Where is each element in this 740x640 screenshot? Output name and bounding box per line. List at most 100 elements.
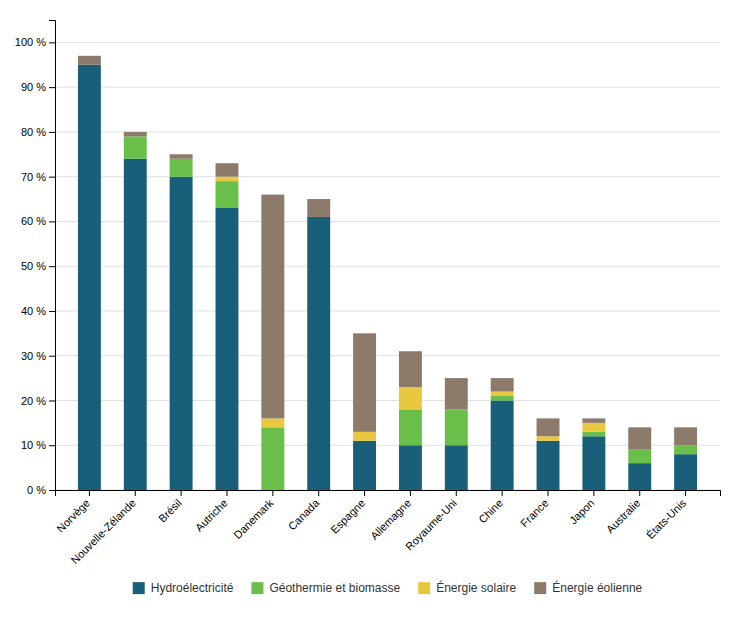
bar-series xyxy=(216,177,606,441)
bar xyxy=(399,387,422,409)
bar xyxy=(261,427,284,490)
bar xyxy=(445,445,468,490)
x-tick-label: Australie xyxy=(604,497,643,536)
bar xyxy=(399,445,422,490)
bar xyxy=(124,136,147,158)
y-tick-mark xyxy=(49,221,55,222)
grid-line xyxy=(55,355,720,356)
y-tick: 0 % xyxy=(27,484,55,496)
bar xyxy=(124,159,147,490)
x-tick: Chine xyxy=(476,490,505,525)
x-tick: États-Unis xyxy=(644,490,689,541)
bar xyxy=(353,432,376,441)
y-tick: 30 % xyxy=(21,350,55,362)
y-tick-mark xyxy=(49,177,55,178)
y-tick: 60 % xyxy=(21,215,55,227)
y-tick-mark xyxy=(49,266,55,267)
x-tick-mark xyxy=(639,490,640,496)
legend-swatch xyxy=(133,582,145,594)
grid xyxy=(55,42,720,490)
x-tick-label: France xyxy=(518,497,551,530)
x-tick-mark xyxy=(410,490,411,496)
y-tick-mark xyxy=(49,400,55,401)
bar xyxy=(307,217,330,490)
bar xyxy=(674,427,697,445)
chart: 0 %10 %20 %30 %40 %50 %60 %70 %80 %90 %1… xyxy=(0,0,740,640)
bar xyxy=(216,177,239,181)
grid-line xyxy=(55,131,720,132)
legend-item: Hydroélectricité xyxy=(133,581,234,595)
x-tick: Australie xyxy=(604,490,643,535)
x-tick-label: Royaume-Uni xyxy=(403,497,459,553)
bar xyxy=(261,418,284,427)
x-tick-label: Danemark xyxy=(231,496,276,541)
x-tick-mark xyxy=(135,490,136,496)
plot: 0 %10 %20 %30 %40 %50 %60 %70 %80 %90 %1… xyxy=(15,21,721,567)
x-tick: Nouvelle-Zélande xyxy=(69,490,138,566)
x-tick-mark xyxy=(364,490,365,496)
y-tick-label: 10 % xyxy=(21,439,46,451)
bars xyxy=(78,56,697,490)
x-tick-mark xyxy=(593,490,594,496)
grid-line xyxy=(55,445,720,446)
legend-swatch xyxy=(251,582,263,594)
x-tick: Norvège xyxy=(54,490,92,535)
x-tick: Canada xyxy=(286,490,322,532)
grid-line xyxy=(55,266,720,267)
x-tick-mark xyxy=(272,490,273,496)
legend-label: Hydroélectricité xyxy=(151,581,234,595)
bar xyxy=(628,427,651,449)
x-tick-mark xyxy=(181,490,182,496)
bar xyxy=(170,154,193,158)
legend-label: Énergie éolienne xyxy=(552,580,642,595)
x-tick-label: Chine xyxy=(476,497,505,526)
y-tick-mark xyxy=(49,445,55,446)
y-tick-label: 100 % xyxy=(15,36,46,48)
y-axis-line xyxy=(49,21,56,491)
bar xyxy=(445,378,468,409)
grid-line xyxy=(55,87,720,88)
bar xyxy=(491,378,514,391)
bar xyxy=(170,159,193,177)
x-tick-label: Norvège xyxy=(54,497,92,535)
x-tick: France xyxy=(518,490,551,529)
bar xyxy=(445,409,468,445)
legend-item: Énergie solaire xyxy=(418,580,516,595)
legend: HydroélectricitéGéothermie et biomasseÉn… xyxy=(133,580,643,595)
grid-line xyxy=(55,221,720,222)
bar xyxy=(537,436,560,440)
bar xyxy=(491,392,514,396)
bar xyxy=(582,436,605,490)
x-tick: Danemark xyxy=(231,490,276,541)
bar-series xyxy=(124,136,697,490)
y-tick-mark xyxy=(49,356,55,357)
y-tick-label: 30 % xyxy=(21,350,46,362)
x-tick: Royaume-Uni xyxy=(403,490,459,553)
bar xyxy=(124,132,147,136)
x-tick-label: Brésil xyxy=(156,497,184,525)
y-tick: 70 % xyxy=(21,171,55,183)
bar xyxy=(216,208,239,490)
x-tick-mark xyxy=(548,490,549,496)
bar xyxy=(307,199,330,217)
y-tick-label: 50 % xyxy=(21,260,46,272)
y-tick-mark xyxy=(49,132,55,133)
bar xyxy=(353,333,376,431)
bar xyxy=(674,454,697,490)
x-tick-mark xyxy=(456,490,457,496)
bar xyxy=(170,177,193,490)
y-tick: 80 % xyxy=(21,126,55,138)
bar xyxy=(582,423,605,432)
x-axis: NorvègeNouvelle-Zélande Brésil AutricheDan… xyxy=(54,490,720,566)
bar xyxy=(216,163,239,176)
x-tick-label: Autriche xyxy=(193,497,230,534)
x-tick: Allemagne xyxy=(368,490,413,542)
grid-line xyxy=(55,400,720,401)
bar xyxy=(216,181,239,208)
x-tick-label: Allemagne xyxy=(368,497,413,542)
legend-item: Énergie éolienne xyxy=(534,580,642,595)
y-tick-label: 80 % xyxy=(21,126,46,138)
bar xyxy=(399,409,422,445)
bar xyxy=(353,441,376,490)
bar xyxy=(582,432,605,436)
